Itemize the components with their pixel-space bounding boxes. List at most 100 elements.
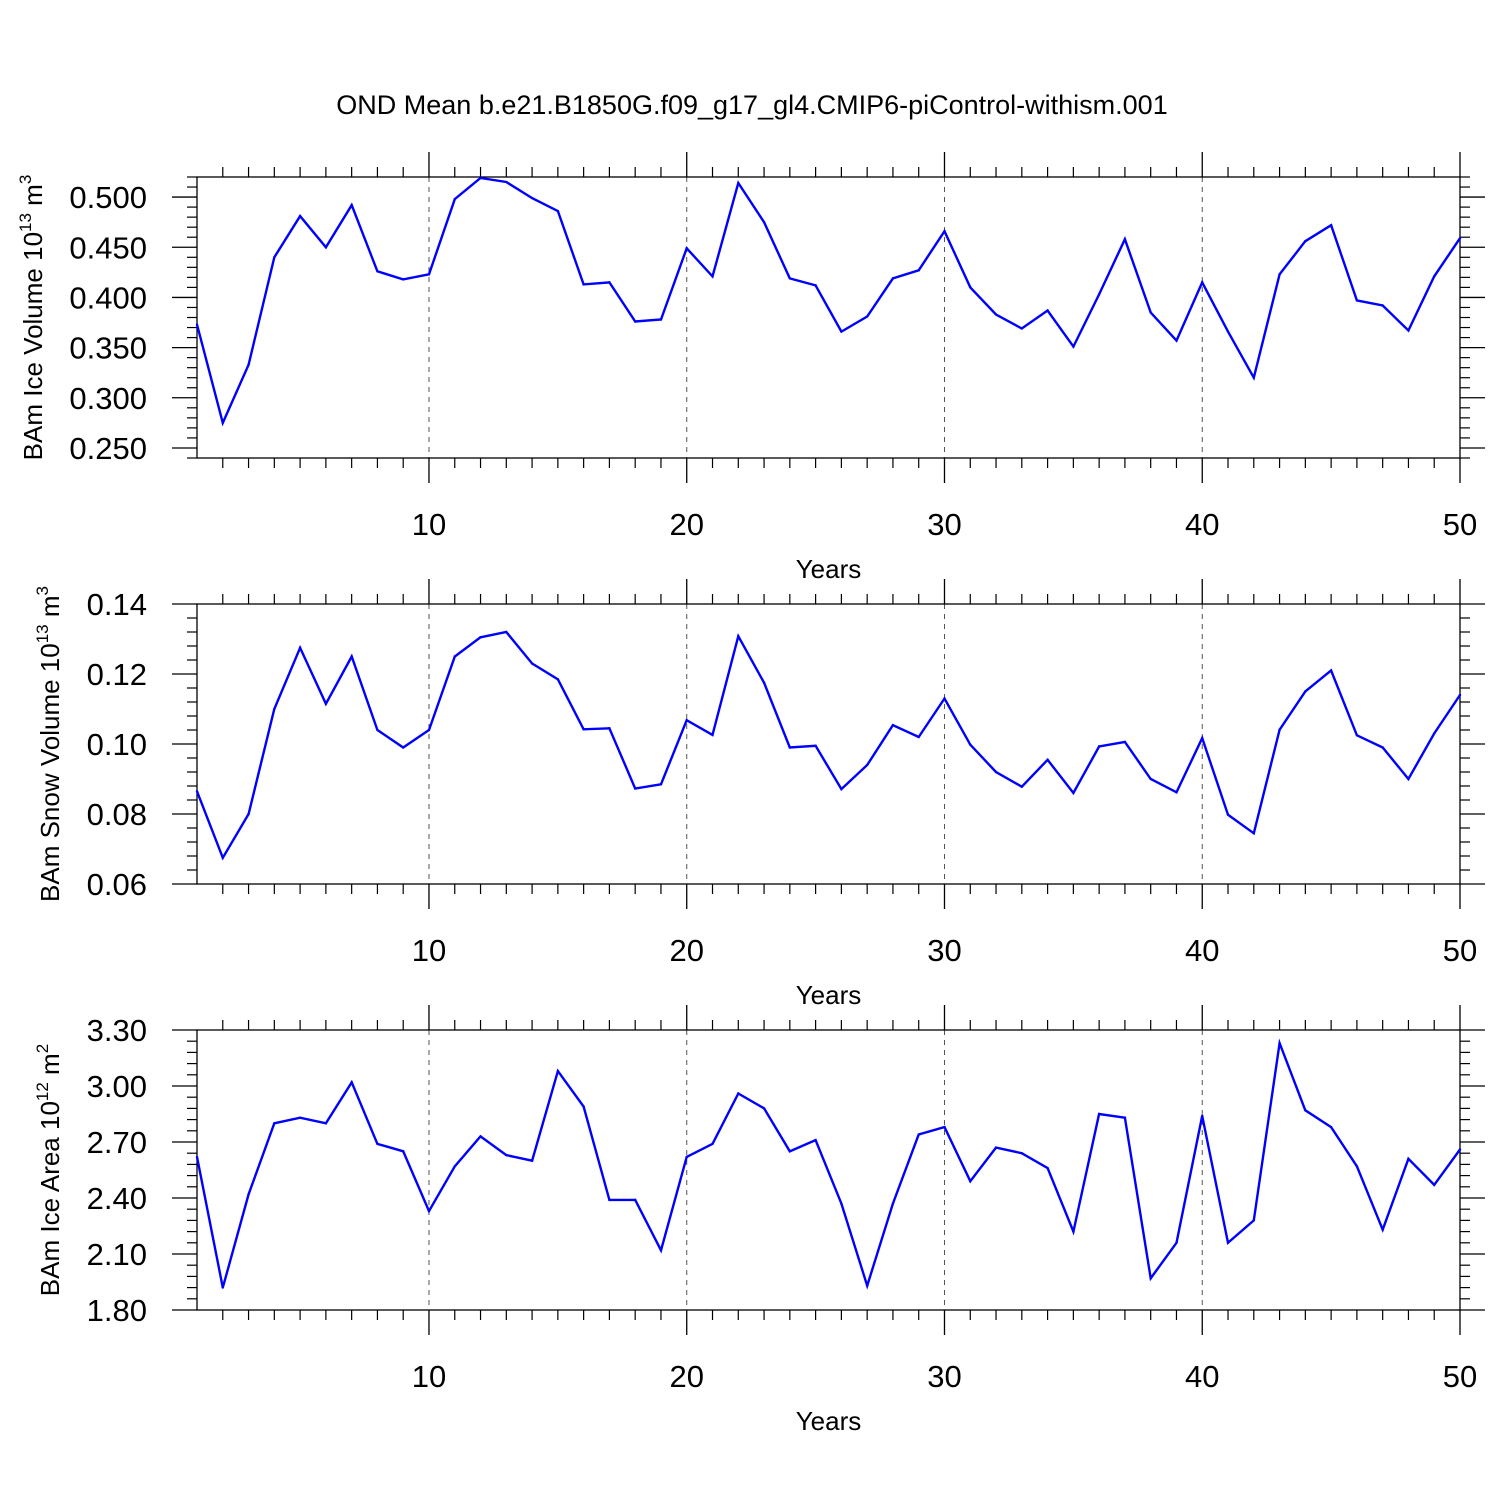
- data-point: [788, 746, 792, 749]
- data-point: [1355, 1165, 1359, 1168]
- data-point: [273, 707, 276, 711]
- data-point: [556, 678, 560, 681]
- data-point: [994, 770, 998, 774]
- data-point: [608, 727, 611, 730]
- data-point: [530, 662, 534, 665]
- data-point: [298, 214, 302, 218]
- y-axis-title: BAm Snow Volume 1013 m3: [33, 586, 65, 902]
- x-tick-label: 30: [927, 933, 961, 968]
- data-point: [1278, 1041, 1281, 1045]
- y-axis-title-unit-exp: 3: [33, 586, 52, 595]
- data-point: [1381, 304, 1384, 307]
- data-point: [195, 323, 199, 326]
- y-axis-title-exp: 12: [33, 1082, 52, 1101]
- data-point: [1381, 746, 1384, 749]
- data-point: [376, 270, 379, 273]
- data-point: [273, 1122, 276, 1125]
- data-point: [737, 181, 740, 185]
- data-point: [1175, 339, 1178, 342]
- data-point: [917, 269, 920, 272]
- data-point: [891, 723, 895, 727]
- data-point: [762, 1107, 766, 1110]
- data-point: [633, 320, 637, 323]
- series-line-1: [195, 630, 1461, 861]
- data-point: [298, 1116, 302, 1119]
- panels: 10 20 30 40 50 0.250 0.300 0.350 0.400 0.450 0.500…: [16, 152, 1485, 1436]
- data-point: [402, 1150, 405, 1153]
- data-point: [994, 1146, 998, 1149]
- x-tick-label: 30: [927, 507, 961, 542]
- data-point: [453, 655, 456, 658]
- data-point: [298, 646, 302, 649]
- data-point: [840, 1202, 843, 1205]
- data-point: [427, 1209, 431, 1213]
- y-tick-label: 0.12: [87, 657, 147, 692]
- y-tick-label: 2.40: [87, 1181, 147, 1216]
- data-point: [582, 1105, 585, 1108]
- y-tick-label: 0.10: [87, 727, 147, 762]
- data-point: [1278, 273, 1281, 276]
- data-point: [1252, 1219, 1255, 1222]
- data-point: [221, 856, 224, 859]
- x-tick-label: 40: [1185, 1359, 1219, 1394]
- data-point: [376, 1142, 379, 1146]
- data-point: [969, 743, 972, 746]
- data-point: [788, 277, 792, 280]
- x-tick-label: 40: [1185, 507, 1219, 542]
- data-point: [505, 630, 508, 634]
- data-point: [1072, 791, 1075, 795]
- data-point: [1355, 734, 1359, 737]
- data-point: [711, 733, 714, 737]
- x-tick-label: 10: [412, 1359, 446, 1394]
- y-axis-title-exp: 13: [16, 213, 35, 232]
- data-point: [633, 787, 637, 790]
- x-tick-label: 50: [1443, 507, 1477, 542]
- y-axis-title-main: BAm Ice Volume 10: [18, 232, 48, 460]
- y-tick-label: 3.00: [87, 1069, 147, 1104]
- y-tick-label: 0.250: [69, 431, 147, 466]
- data-point: [1020, 327, 1024, 330]
- chart-panel-3: 10 20 30 40 50 1.80 2.10 2.40 2.70 3.00 3.30 Years B…: [33, 1005, 1485, 1436]
- y-tick-label: 2.10: [87, 1237, 147, 1272]
- data-point: [608, 1198, 611, 1202]
- data-point: [865, 315, 869, 318]
- data-point: [788, 1150, 792, 1153]
- x-tick-label: 20: [669, 507, 703, 542]
- data-point: [1381, 1228, 1384, 1231]
- data-point: [1433, 275, 1436, 278]
- data-point: [1458, 1148, 1462, 1151]
- data-point: [530, 196, 534, 200]
- data-point: [840, 787, 843, 791]
- x-tick-label: 20: [669, 1359, 703, 1394]
- x-tick-label: 30: [927, 1359, 961, 1394]
- y-axis-title-unit: m: [35, 595, 65, 624]
- x-tick-label: 10: [412, 933, 446, 968]
- data-point: [840, 330, 843, 333]
- data-point: [1123, 238, 1127, 241]
- data-point: [1252, 832, 1255, 835]
- y-axis-title-unit-exp: 2: [33, 1044, 52, 1053]
- y-tick-label: 2.70: [87, 1125, 147, 1160]
- data-point: [582, 728, 585, 731]
- data-point: [402, 746, 405, 749]
- data-point: [1407, 777, 1410, 781]
- y-axis-title: BAm Ice Area 1012 m2: [33, 1044, 65, 1296]
- data-point: [479, 176, 482, 180]
- y-tick-label: 0.450: [69, 230, 147, 265]
- data-point: [633, 1198, 637, 1202]
- x-tick-label: 50: [1443, 1359, 1477, 1394]
- y-axis-title-unit-exp: 3: [16, 175, 35, 184]
- data-point: [891, 1202, 895, 1205]
- plot-frame: [196, 1029, 1461, 1311]
- data-point: [1201, 1114, 1204, 1118]
- data-point: [1433, 732, 1436, 735]
- data-point: [1458, 693, 1462, 697]
- data-point: [350, 655, 353, 658]
- y-axis-title-exp: 13: [33, 624, 52, 643]
- data-point: [659, 318, 663, 321]
- y-tick-label: 0.08: [87, 797, 147, 832]
- data-point: [1226, 330, 1230, 333]
- y-tick-label: 0.350: [69, 331, 147, 366]
- data-point: [247, 1193, 250, 1196]
